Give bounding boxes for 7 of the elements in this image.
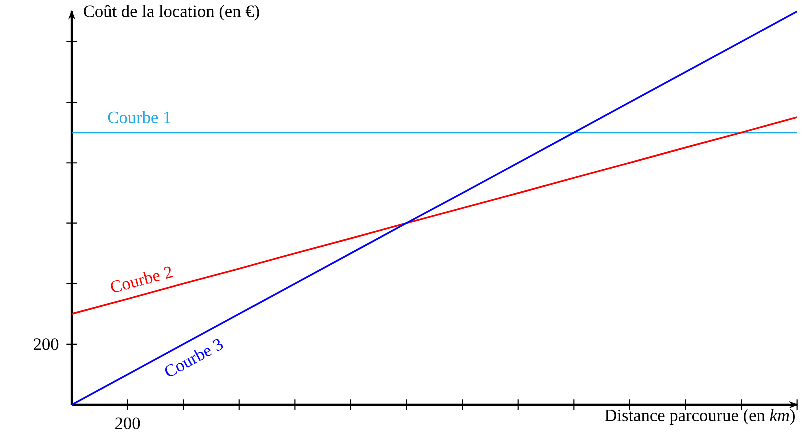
y-axis-title: Coût de la location (en €) — [84, 5, 260, 21]
text: Courbe 3 — [165, 339, 224, 376]
series-label: Courbe 1 — [108, 111, 171, 124]
text: 200 — [116, 418, 140, 430]
text: Courbe 2 — [111, 266, 174, 292]
text: 200 — [34, 338, 59, 350]
x-axis-title: Distance parcourue (en km) — [605, 409, 795, 425]
